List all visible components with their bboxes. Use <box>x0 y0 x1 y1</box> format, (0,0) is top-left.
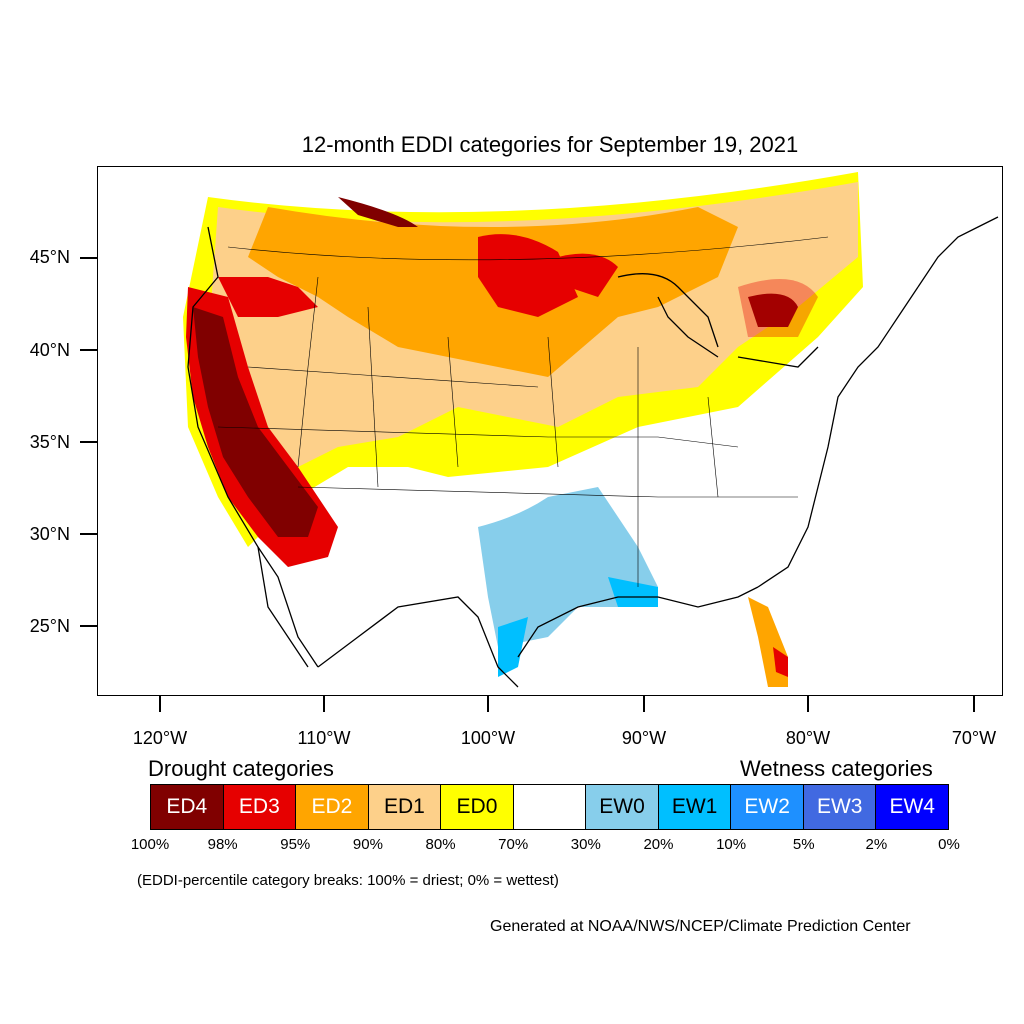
legend-break-label: 0% <box>938 836 960 853</box>
legend-break-label: 90% <box>352 836 383 853</box>
lat-label: 35°N <box>29 432 70 452</box>
state-borders <box>217 236 829 587</box>
legend-swatch: EW4 <box>876 785 949 829</box>
lat-label: 45°N <box>29 247 70 267</box>
map-panel <box>97 166 1003 696</box>
legend-swatch: EW0 <box>586 785 659 829</box>
legend-break-label: 20% <box>643 836 674 853</box>
axis-tick <box>159 696 161 712</box>
axis-tick <box>487 696 489 712</box>
legend-swatch: EW1 <box>658 785 732 829</box>
axis-tick <box>80 533 97 535</box>
legend-break-label: 30% <box>570 836 601 853</box>
axis-tick <box>80 257 97 259</box>
lon-label: 90°W <box>621 728 667 748</box>
legend-swatch: EW2 <box>731 785 804 829</box>
lon-label: 120°W <box>132 728 188 748</box>
legend-swatch: ED1 <box>368 785 442 829</box>
axis-tick <box>80 441 97 443</box>
axis-tick <box>323 696 325 712</box>
map-title: 12-month EDDI categories for September 1… <box>301 132 799 157</box>
legend-swatch: EW3 <box>803 785 877 829</box>
legend-swatch: ED0 <box>441 785 514 829</box>
wetness-heading: Wetness categories <box>740 756 933 781</box>
legend-break-label: 10% <box>716 836 747 853</box>
lon-label: 70°W <box>951 728 997 748</box>
legend-swatch: ED2 <box>296 785 369 829</box>
map-svg <box>178 172 999 695</box>
lon-label: 80°W <box>785 728 831 748</box>
axis-tick <box>973 696 975 712</box>
legend-swatch <box>513 785 587 829</box>
axis-tick <box>643 696 645 712</box>
axis-tick <box>80 349 97 351</box>
axis-tick <box>80 625 97 627</box>
lat-label: 25°N <box>29 616 70 636</box>
axis-tick <box>807 696 809 712</box>
legend-break-label: 70% <box>498 836 529 853</box>
legend-break-label: 98% <box>207 836 238 853</box>
legend-colorbar: ED4 ED3 ED2 ED1 ED0 EW0 EW1 EW2 EW3 EW4 <box>150 784 949 830</box>
legend-break-label: 2% <box>865 836 888 853</box>
credit-line: Generated at NOAA/NWS/NCEP/Climate Predi… <box>490 918 911 935</box>
legend-swatch: ED4 <box>151 785 224 829</box>
legend-break-label: 100% <box>130 836 170 853</box>
drought-heading: Drought categories <box>148 756 334 781</box>
lon-label: 110°W <box>297 728 351 748</box>
legend-break-label: 95% <box>280 836 311 853</box>
lon-label: 100°W <box>460 728 516 748</box>
legend-note: (EDDI-percentile category breaks: 100% =… <box>137 872 559 889</box>
legend-swatch: ED3 <box>223 785 297 829</box>
eddi-field <box>178 172 868 695</box>
legend-break-label: 80% <box>425 836 456 853</box>
legend-break-label: 5% <box>792 836 815 853</box>
coastlines <box>187 216 999 688</box>
lat-label: 40°N <box>29 340 70 360</box>
lat-label: 30°N <box>29 524 70 544</box>
